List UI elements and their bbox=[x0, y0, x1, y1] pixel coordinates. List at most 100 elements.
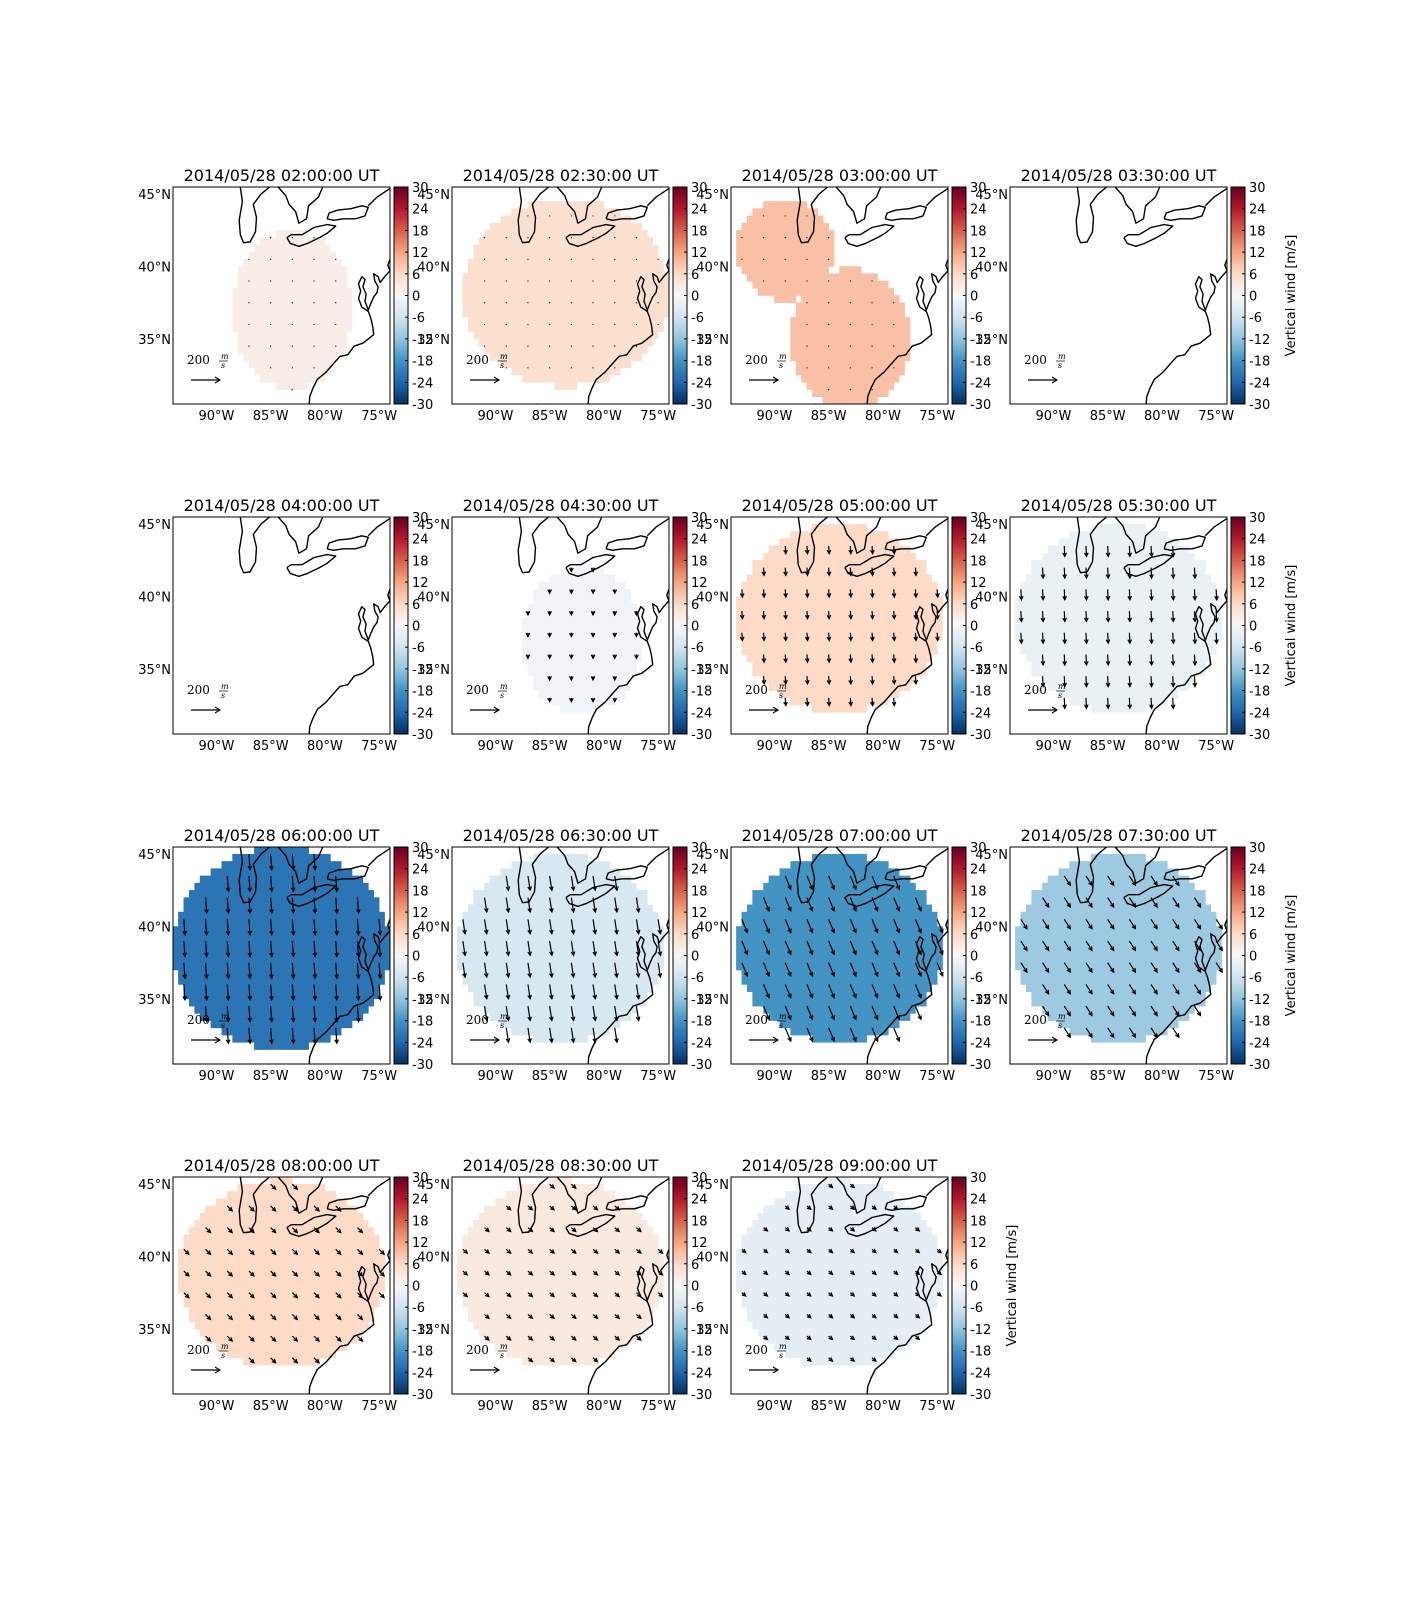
data-cell bbox=[254, 324, 261, 332]
data-cell bbox=[828, 625, 835, 634]
wind-arrowhead bbox=[1083, 552, 1089, 558]
wind-vector bbox=[635, 345, 638, 347]
data-cell bbox=[554, 287, 561, 296]
data-cell bbox=[210, 1013, 217, 1021]
data-cell bbox=[920, 596, 927, 605]
colorbar-tick-label: 18 bbox=[970, 554, 987, 569]
data-cell bbox=[636, 331, 643, 340]
wind-arrowhead bbox=[1062, 682, 1067, 688]
data-cell bbox=[926, 596, 933, 605]
wind-vector bbox=[635, 258, 638, 260]
data-cell bbox=[549, 230, 556, 238]
data-cell bbox=[505, 280, 512, 289]
data-cell bbox=[495, 302, 502, 311]
data-cell bbox=[763, 201, 770, 209]
data-cell bbox=[1063, 661, 1070, 670]
data-cell bbox=[909, 610, 916, 619]
data-cell bbox=[736, 259, 743, 267]
data-cell bbox=[866, 589, 873, 597]
data-cell bbox=[1091, 690, 1098, 699]
data-cell bbox=[882, 531, 889, 539]
data-cell bbox=[850, 331, 857, 340]
data-cell bbox=[587, 215, 594, 224]
data-cell bbox=[619, 215, 626, 224]
data-cell bbox=[768, 273, 775, 282]
data-cell bbox=[554, 632, 561, 641]
data-cell bbox=[757, 251, 764, 260]
data-cell bbox=[1118, 683, 1125, 691]
data-cell bbox=[893, 625, 900, 634]
data-cell bbox=[609, 683, 616, 691]
data-cell bbox=[806, 331, 813, 340]
data-cell bbox=[281, 273, 288, 282]
data-cell bbox=[330, 331, 337, 340]
data-cell bbox=[554, 338, 561, 347]
data-cell bbox=[1085, 603, 1092, 612]
wind-vector bbox=[1085, 589, 1088, 600]
data-cell bbox=[1080, 617, 1087, 626]
reference-arrowhead bbox=[214, 706, 222, 714]
data-cell bbox=[855, 632, 862, 641]
data-cell bbox=[286, 947, 293, 956]
data-cell bbox=[822, 338, 829, 347]
data-cell bbox=[554, 625, 561, 634]
data-cell bbox=[822, 589, 829, 597]
data-cell bbox=[844, 675, 851, 684]
data-cell bbox=[1210, 603, 1217, 612]
data-cell bbox=[281, 382, 288, 390]
data-cell bbox=[746, 222, 753, 231]
data-cell bbox=[790, 552, 797, 561]
data-cell bbox=[188, 969, 195, 978]
data-cell bbox=[560, 690, 567, 699]
data-cell bbox=[292, 338, 299, 347]
data-cell bbox=[598, 244, 605, 253]
data-cell bbox=[855, 675, 862, 684]
data-cell bbox=[194, 890, 201, 898]
wind-arrowhead bbox=[826, 701, 832, 707]
data-cell bbox=[614, 610, 621, 619]
data-cell bbox=[1015, 632, 1022, 641]
data-cell bbox=[741, 617, 748, 626]
data-cell bbox=[898, 603, 905, 612]
data-cell bbox=[822, 309, 829, 318]
data-cell bbox=[598, 201, 605, 209]
data-cell bbox=[1091, 661, 1098, 670]
data-cell bbox=[1112, 632, 1119, 641]
data-cell bbox=[560, 259, 567, 267]
atlantic-coastline bbox=[308, 589, 390, 734]
data-cell bbox=[1085, 596, 1092, 605]
data-cell bbox=[752, 646, 759, 655]
data-cell bbox=[1069, 596, 1076, 605]
data-cell bbox=[554, 244, 561, 253]
data-cell bbox=[636, 639, 643, 648]
data-cell bbox=[543, 617, 550, 626]
data-cell bbox=[904, 646, 911, 655]
data-cell bbox=[630, 646, 637, 655]
data-cell bbox=[795, 581, 802, 590]
data-cell bbox=[560, 230, 567, 238]
data-cell bbox=[860, 639, 867, 648]
reference-unit-denominator: s bbox=[779, 361, 783, 370]
data-cell bbox=[576, 244, 583, 253]
data-cell bbox=[625, 237, 632, 246]
data-cell bbox=[806, 230, 813, 238]
data-cell bbox=[1199, 589, 1206, 597]
data-cell bbox=[1161, 552, 1168, 561]
data-cell bbox=[571, 309, 578, 318]
wind-vector bbox=[1215, 632, 1218, 644]
data-cell bbox=[1101, 704, 1108, 713]
data-cell bbox=[893, 675, 900, 684]
wind-arrowhead bbox=[1192, 639, 1198, 645]
data-cell bbox=[1172, 654, 1179, 662]
data-cell bbox=[270, 890, 277, 898]
data-cell bbox=[1177, 603, 1184, 612]
data-cell bbox=[598, 625, 605, 634]
data-cell bbox=[790, 531, 797, 539]
data-cell bbox=[882, 617, 889, 626]
data-cell bbox=[1150, 574, 1157, 583]
data-cell bbox=[839, 302, 846, 311]
data-cell bbox=[636, 646, 643, 655]
data-cell bbox=[237, 904, 244, 913]
data-cell bbox=[473, 316, 480, 325]
